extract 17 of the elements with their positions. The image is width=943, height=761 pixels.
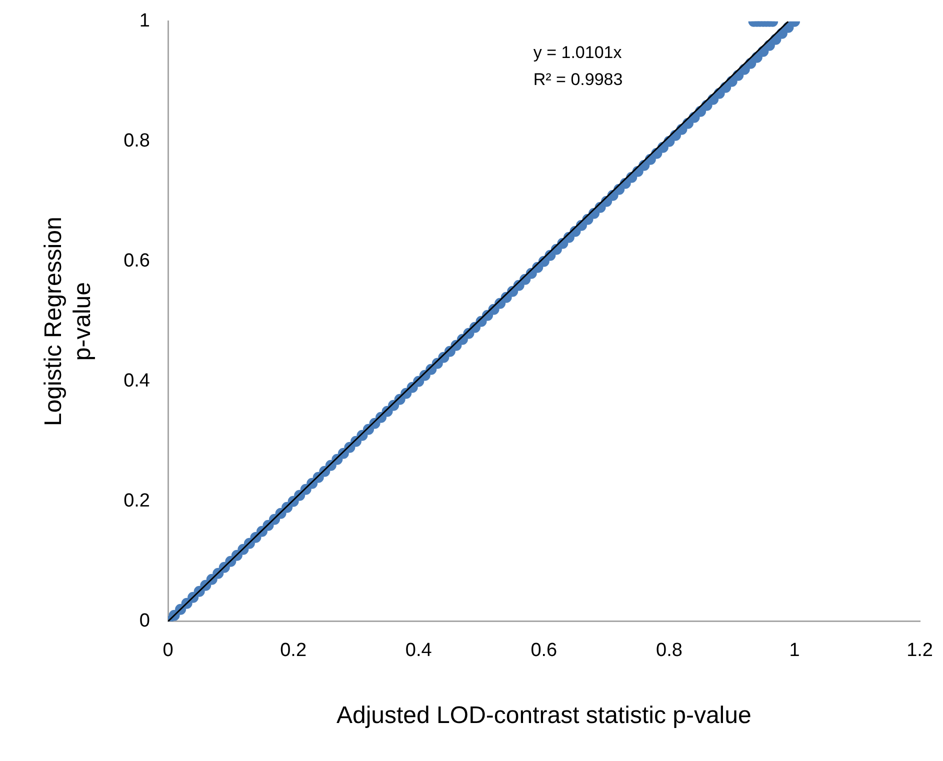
- x-tick-label: 1: [789, 640, 800, 662]
- x-tick-label: 1.2: [906, 640, 934, 662]
- y-tick-label: 0.4: [124, 370, 150, 392]
- x-tick-label: 0.6: [530, 640, 558, 662]
- annotation: y = 1.0101x: [533, 43, 622, 62]
- x-axis-title: Adjusted LOD-contrast statistic p-value: [336, 702, 752, 730]
- y-tick-label: 0: [139, 610, 150, 632]
- y-tick-label: 0.8: [124, 130, 150, 152]
- annotation: R² = 0.9983: [533, 70, 623, 90]
- y-tick-label: 0.6: [124, 250, 150, 272]
- y-tick-label: 0.2: [124, 490, 150, 512]
- x-tick-label: 0: [162, 640, 174, 662]
- x-tick-label: 0.4: [405, 640, 432, 662]
- y-axis-title: Logistic Regression p-value: [40, 216, 96, 426]
- y-tick-label: 1: [139, 10, 150, 32]
- x-tick-label: 0.8: [656, 640, 682, 662]
- x-tick-label: 0.2: [280, 640, 307, 662]
